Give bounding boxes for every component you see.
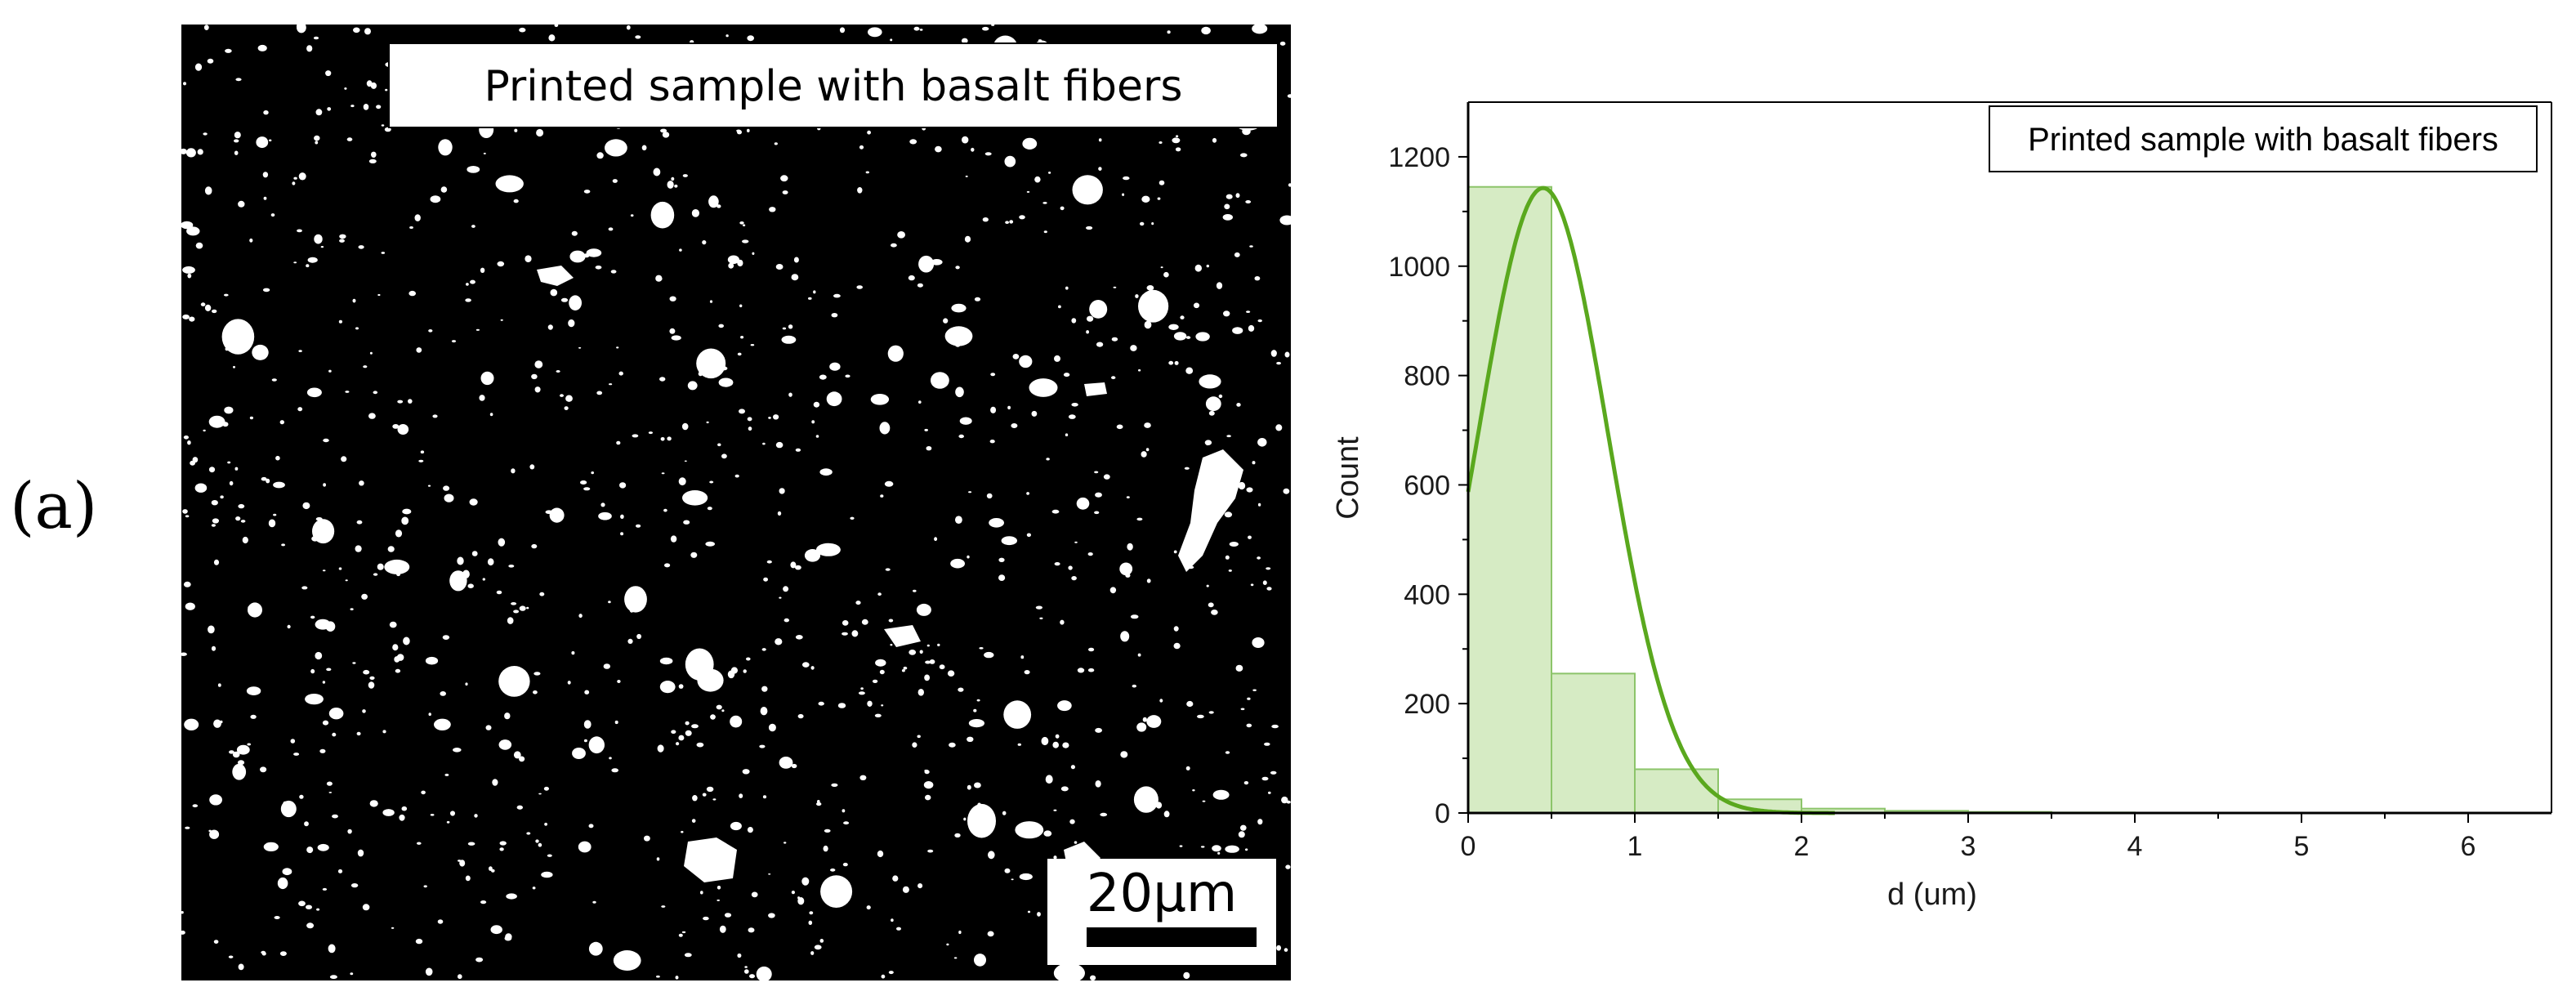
sem-micrograph — [181, 25, 1291, 980]
x-axis-label: d (um) — [1887, 878, 1977, 912]
x-tick-label: 4 — [2127, 831, 2143, 862]
histogram-bar — [1551, 672, 1636, 814]
y-axis-label: Count — [1331, 436, 1365, 520]
x-tick-label: 1 — [1627, 831, 1643, 862]
y-tick-label: 1000 — [1388, 252, 1450, 283]
histogram-bar — [1467, 185, 1552, 814]
x-tick-label: 0 — [1461, 831, 1476, 862]
particle-field — [181, 25, 1291, 980]
scale-bar — [1087, 927, 1257, 947]
size-distribution-chart: 0 1 2 3 4 5 6 0 200 400 600 800 1000 1200 Printed sam… — [1331, 101, 2552, 912]
legend-entry: Printed sample with basalt fibers — [2028, 122, 2498, 158]
x-tick-label: 2 — [1794, 831, 1810, 862]
axes: 0 1 2 3 4 5 6 0 200 400 600 800 1000 1200 — [1388, 101, 2552, 862]
legend: Printed sample with basalt fibers — [1989, 105, 2538, 172]
y-tick-label: 0 — [1435, 798, 1450, 829]
y-tick-label: 1200 — [1388, 142, 1450, 173]
y-tick-label: 400 — [1404, 579, 1450, 610]
scale-bar-box: 20µm — [1047, 859, 1276, 965]
scale-bar-label: 20µm — [1086, 864, 1238, 924]
y-tick-label: 200 — [1404, 689, 1450, 720]
x-tick-label: 3 — [1961, 831, 1976, 862]
x-tick-label: 6 — [2461, 831, 2476, 862]
histogram-bar — [1634, 768, 1719, 815]
panel-label: (a) — [10, 470, 98, 543]
y-tick-label: 600 — [1404, 470, 1450, 501]
y-tick-label: 800 — [1404, 361, 1450, 392]
histogram-bars — [1467, 185, 2136, 815]
x-tick-label: 5 — [2294, 831, 2310, 862]
micrograph-caption: Printed sample with basalt fibers — [484, 62, 1183, 111]
micrograph-caption-box: Printed sample with basalt fibers — [388, 42, 1279, 128]
legend-box — [1989, 105, 2538, 172]
